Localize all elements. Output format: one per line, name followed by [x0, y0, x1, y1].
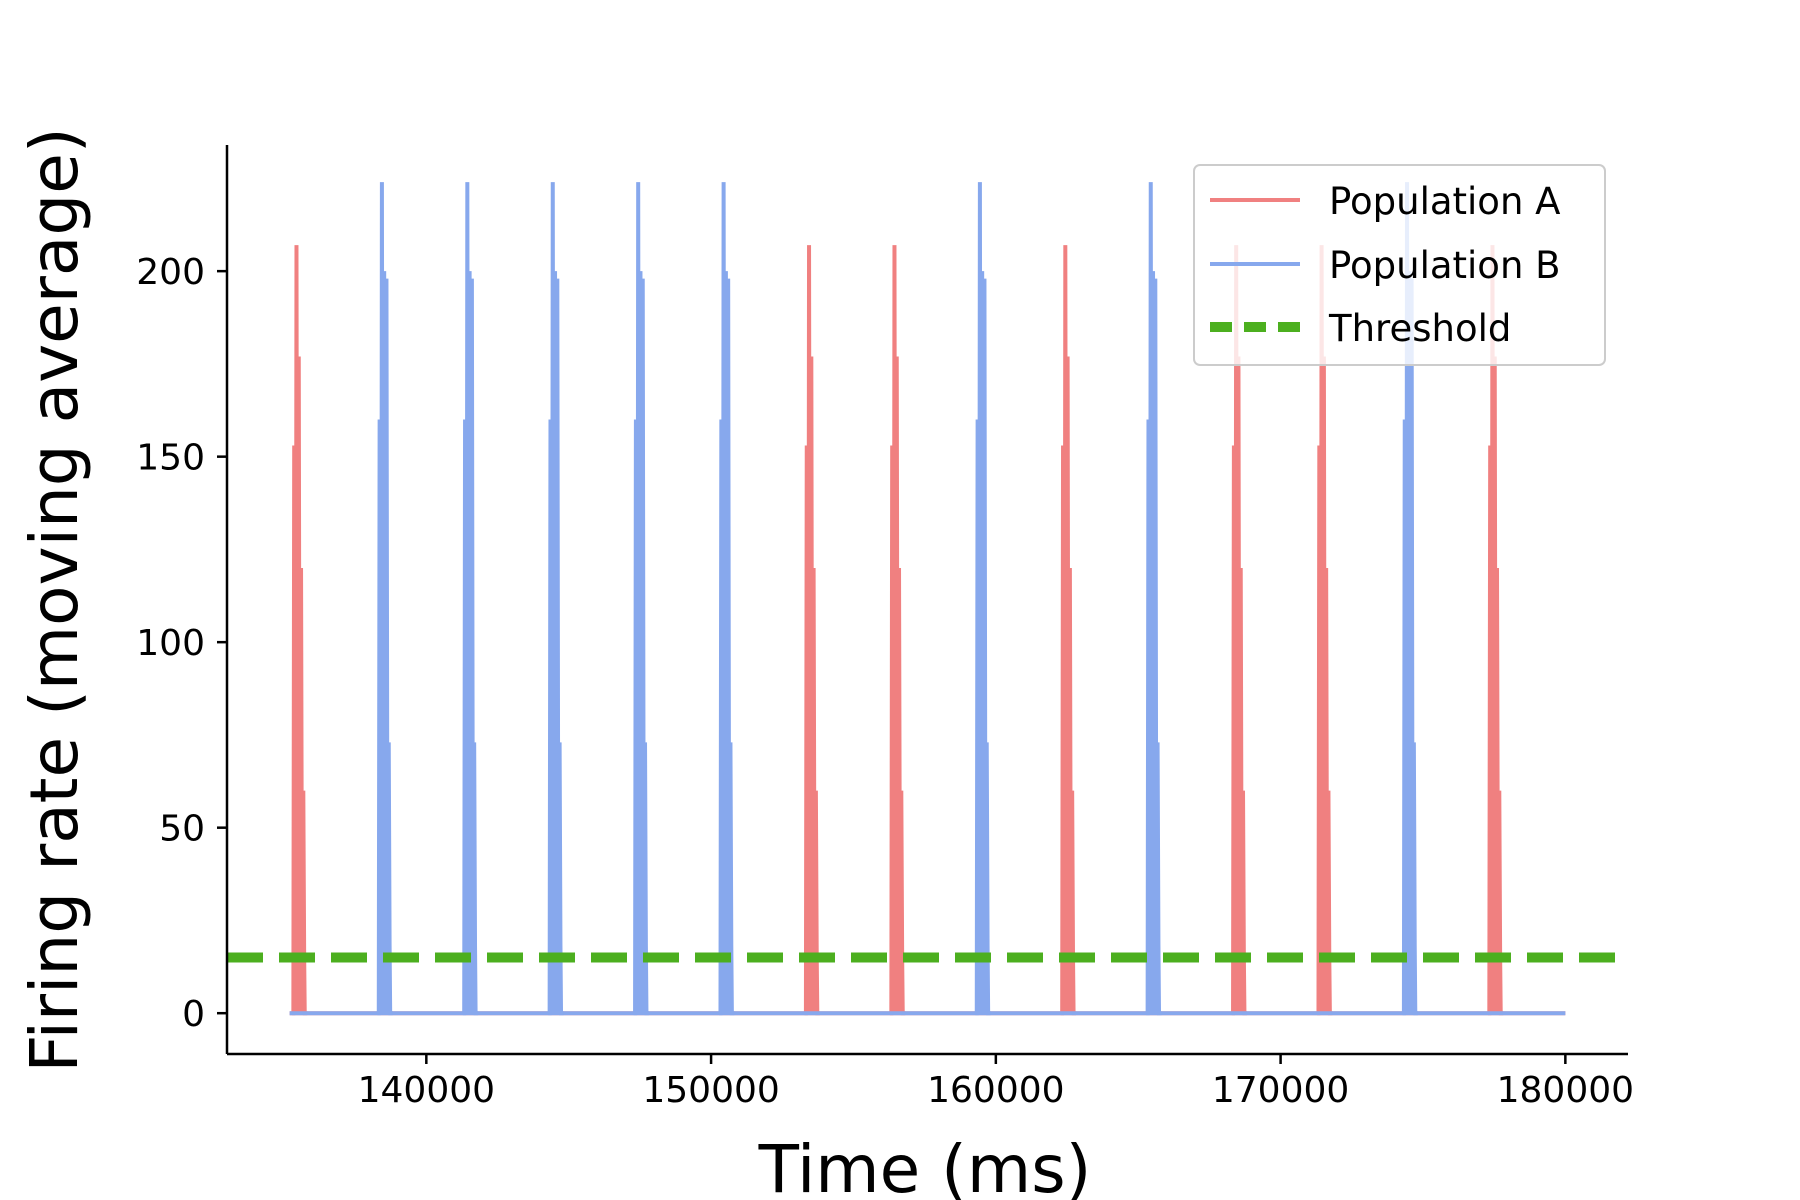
y-tick-label: 0 [182, 994, 205, 1035]
burst-line [462, 182, 479, 1016]
y-axis-title: Firing rate (moving average) [16, 127, 93, 1072]
x-tick-label: 140000 [358, 1070, 495, 1111]
x-tick-label: 160000 [927, 1070, 1064, 1111]
series-population-b [289, 182, 1566, 1016]
burst-line [974, 182, 991, 1016]
x-ticks: 140000 150000 160000 170000 180000 [358, 1054, 1634, 1111]
burst-line [889, 245, 906, 1016]
burst-line [376, 182, 393, 1016]
burst-line [633, 182, 650, 1016]
legend-label-threshold: Threshold [1328, 307, 1511, 350]
y-ticks: 0 50 100 150 200 [136, 252, 227, 1035]
burst-line [718, 182, 735, 1016]
x-tick-label: 150000 [642, 1070, 779, 1111]
burst-line [803, 245, 820, 1016]
burst-line [547, 182, 564, 1016]
x-axis-title: Time (ms) [758, 1131, 1092, 1200]
burst-line [1487, 245, 1504, 1016]
y-tick-label: 100 [136, 623, 205, 664]
burst-line [1145, 182, 1162, 1016]
x-tick-label: 180000 [1497, 1070, 1634, 1111]
legend-frame [1193, 164, 1606, 366]
y-tick-label: 200 [136, 252, 205, 293]
legend-label-population-a: Population A [1329, 180, 1560, 223]
series-layer [227, 182, 1628, 1016]
burst-line [1401, 182, 1418, 1016]
axes-layer: 140000 150000 160000 170000 180000 0 50 100 150… [136, 145, 1634, 1111]
y-tick-label: 150 [136, 438, 205, 479]
y-tick-label: 50 [159, 809, 205, 850]
burst-line [1060, 245, 1077, 1016]
legend: Population A Population B Threshold [1193, 164, 1606, 366]
burst-line [1316, 245, 1333, 1016]
x-tick-label: 170000 [1212, 1070, 1349, 1111]
burst-line [291, 245, 308, 1016]
legend-label-population-b: Population B [1329, 244, 1561, 287]
burst-line [1231, 245, 1247, 1016]
